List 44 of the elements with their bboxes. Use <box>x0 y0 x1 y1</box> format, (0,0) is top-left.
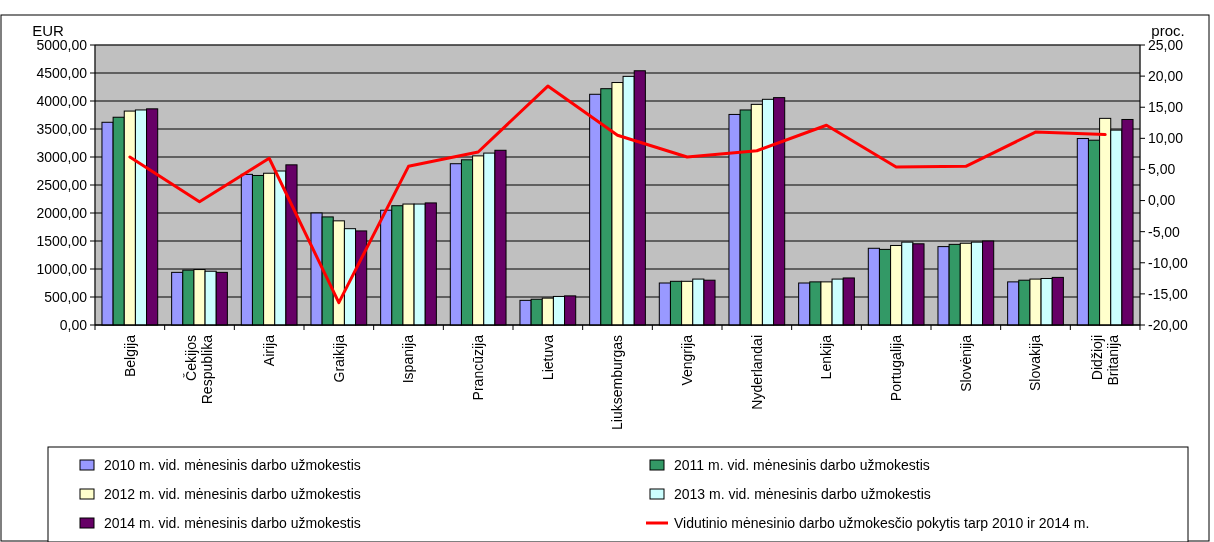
legend-label: Vidutinio mėnesinio darbo užmokesčio pokytis tarp 2010 ir 2014 m. <box>674 514 1090 531</box>
x-tick-label: Prancūzija <box>470 334 487 401</box>
y2-tick-label: 20,00 <box>1148 68 1184 85</box>
x-tick-label: Graikija <box>330 334 347 383</box>
x-tick-label: Slovėnija <box>957 334 974 392</box>
y-tick-label: 4000,00 <box>36 92 88 109</box>
y-tick-label: 500,00 <box>44 288 88 305</box>
y2-tick-label: 15,00 <box>1148 99 1184 116</box>
x-tick-label: Čekijos Respublika <box>183 334 216 405</box>
y2-tick-label: 5,00 <box>1148 161 1176 178</box>
y-tick-label: 3000,00 <box>36 148 88 165</box>
x-tick-label: Lenkija <box>818 334 835 380</box>
x-tick-label: Vengrija <box>679 334 696 386</box>
y2-tick-label: -20,00 <box>1148 316 1188 333</box>
x-tick-label: Ispanija <box>400 334 417 384</box>
y-tick-label: 0,00 <box>59 316 88 333</box>
y-tick-label: 4500,00 <box>36 64 88 81</box>
y2-tick-label: -15,00 <box>1148 285 1188 302</box>
x-tick-label: Airija <box>261 334 278 367</box>
legend-label: 2012 m. vid. mėnesinis darbo užmokestis <box>104 485 361 502</box>
x-tick-label: Portugalija <box>888 334 905 402</box>
x-tick-label: Nyderlandai <box>748 335 765 410</box>
x-tick-label: Lietuva <box>539 334 556 381</box>
x-tick-label: Didžioji Britanija <box>1089 334 1122 386</box>
legend-label: 2013 m. vid. mėnesinis darbo užmokestis <box>674 485 931 502</box>
y2-tick-label: 10,00 <box>1148 130 1184 147</box>
line-series <box>128 84 1107 305</box>
y2-tick-label: -10,00 <box>1148 254 1188 271</box>
y-tick-label: 1500,00 <box>36 232 88 249</box>
y-tick-label: 1000,00 <box>36 260 88 277</box>
legend-label: 2010 m. vid. mėnesinis darbo užmokestis <box>104 456 361 473</box>
y2-axis-title: proc. <box>1151 22 1185 39</box>
x-tick-label: Liuksemburgas <box>609 335 626 430</box>
x-tick-label: Belgija <box>121 334 138 378</box>
y-tick-label: 2500,00 <box>36 176 88 193</box>
y-tick-label: 3500,00 <box>36 120 88 137</box>
y-tick-label: 2000,00 <box>36 204 88 221</box>
y-axis-title: EUR <box>32 22 64 39</box>
y-tick-label: 5000,00 <box>36 36 88 53</box>
x-tick-label: Slovakija <box>1027 334 1044 392</box>
legend-label: 2014 m. vid. mėnesinis darbo užmokestis <box>104 514 361 531</box>
y2-tick-label: -5,00 <box>1148 223 1181 240</box>
y2-tick-label: 0,00 <box>1148 192 1176 209</box>
legend-label: 2011 m. vid. mėnesinis darbo užmokestis <box>674 456 930 473</box>
